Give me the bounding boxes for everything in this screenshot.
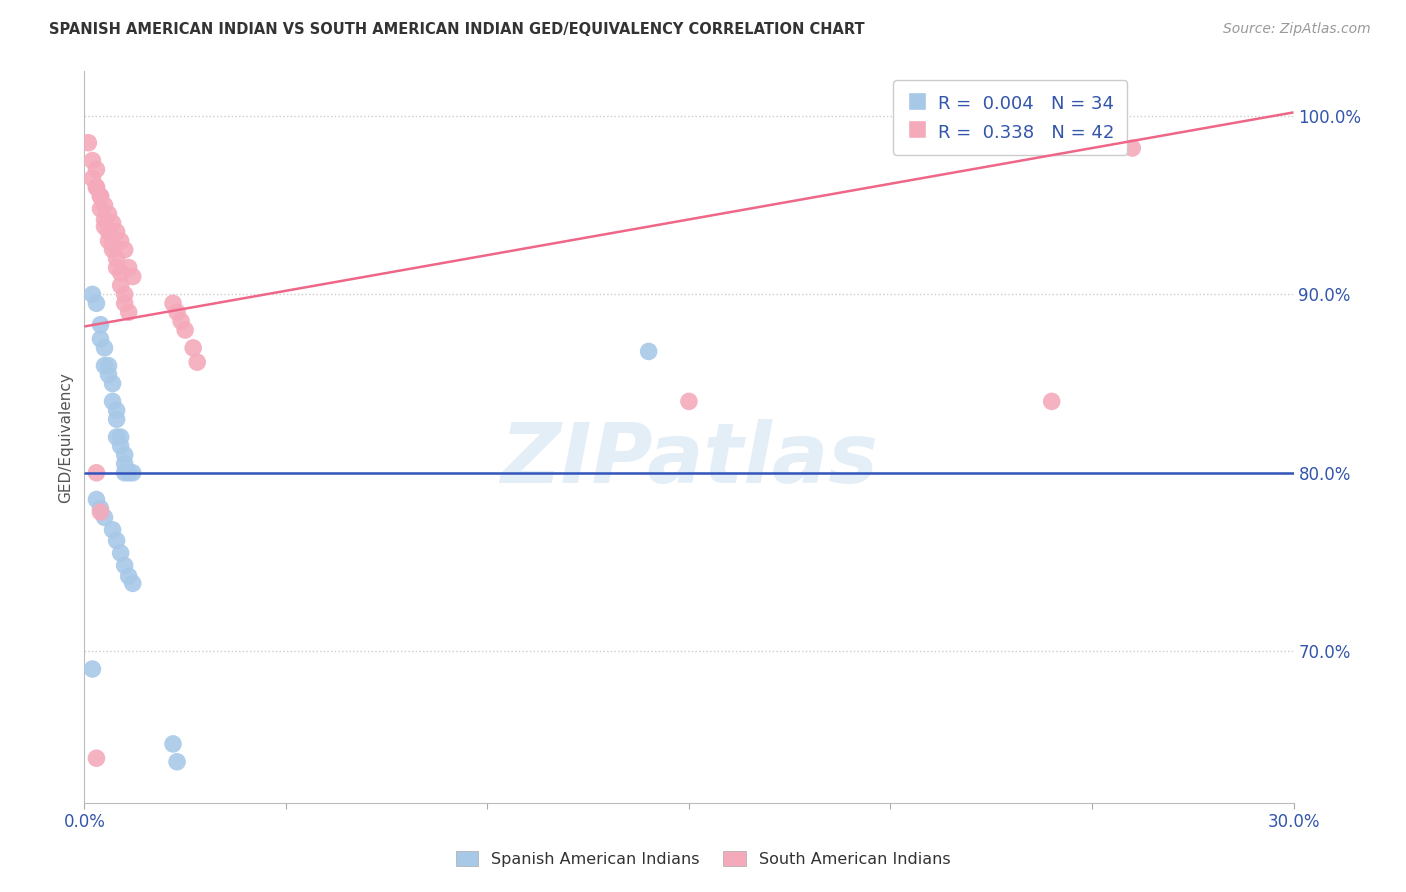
- Point: [86, 492, 108, 507]
- Point: [86, 180, 108, 194]
- Point: [118, 260, 141, 275]
- Point: [105, 403, 128, 417]
- Text: Source: ZipAtlas.com: Source: ZipAtlas.com: [1223, 22, 1371, 37]
- Point: [101, 216, 124, 230]
- Point: [101, 376, 124, 391]
- Legend: R =  0.004   N = 34, R =  0.338   N = 42: R = 0.004 N = 34, R = 0.338 N = 42: [893, 80, 1128, 154]
- Point: [110, 278, 132, 293]
- Point: [105, 260, 128, 275]
- Point: [114, 466, 136, 480]
- Point: [93, 510, 115, 524]
- Point: [93, 219, 115, 234]
- Point: [1040, 394, 1063, 409]
- Point: [121, 466, 143, 480]
- Text: ZIPatlas: ZIPatlas: [501, 418, 877, 500]
- Point: [166, 755, 188, 769]
- Point: [105, 430, 128, 444]
- Point: [82, 287, 104, 301]
- Point: [101, 394, 124, 409]
- Point: [118, 305, 141, 319]
- Point: [678, 394, 700, 409]
- Point: [114, 243, 136, 257]
- Point: [89, 505, 111, 519]
- Point: [118, 466, 141, 480]
- Point: [105, 412, 128, 426]
- Point: [97, 225, 120, 239]
- Point: [86, 296, 108, 310]
- Point: [93, 359, 115, 373]
- Text: SPANISH AMERICAN INDIAN VS SOUTH AMERICAN INDIAN GED/EQUIVALENCY CORRELATION CHA: SPANISH AMERICAN INDIAN VS SOUTH AMERICA…: [49, 22, 865, 37]
- Point: [97, 359, 120, 373]
- Point: [110, 266, 132, 280]
- Point: [89, 318, 111, 332]
- Point: [114, 457, 136, 471]
- Point: [86, 466, 108, 480]
- Point: [114, 448, 136, 462]
- Point: [637, 344, 659, 359]
- Point: [166, 305, 188, 319]
- Point: [118, 569, 141, 583]
- Point: [186, 355, 208, 369]
- Point: [101, 243, 124, 257]
- Point: [89, 202, 111, 216]
- Point: [86, 162, 108, 177]
- Point: [82, 153, 104, 168]
- Point: [101, 237, 124, 252]
- Point: [1121, 141, 1143, 155]
- Point: [110, 430, 132, 444]
- Point: [89, 501, 111, 516]
- Point: [97, 207, 120, 221]
- Legend: Spanish American Indians, South American Indians: Spanish American Indians, South American…: [449, 843, 957, 875]
- Point: [89, 189, 111, 203]
- Point: [110, 234, 132, 248]
- Point: [162, 296, 184, 310]
- Point: [162, 737, 184, 751]
- Point: [121, 576, 143, 591]
- Point: [174, 323, 197, 337]
- Point: [114, 296, 136, 310]
- Point: [105, 533, 128, 548]
- Point: [170, 314, 193, 328]
- Point: [105, 252, 128, 266]
- Point: [114, 287, 136, 301]
- Point: [110, 439, 132, 453]
- Point: [93, 212, 115, 227]
- Point: [110, 546, 132, 560]
- Point: [93, 341, 115, 355]
- Point: [93, 198, 115, 212]
- Point: [181, 341, 204, 355]
- Point: [121, 269, 143, 284]
- Point: [77, 136, 100, 150]
- Point: [86, 751, 108, 765]
- Point: [89, 189, 111, 203]
- Point: [114, 558, 136, 573]
- Point: [97, 234, 120, 248]
- Point: [101, 523, 124, 537]
- Y-axis label: GED/Equivalency: GED/Equivalency: [58, 372, 73, 502]
- Point: [97, 368, 120, 382]
- Point: [86, 180, 108, 194]
- Point: [89, 332, 111, 346]
- Point: [82, 171, 104, 186]
- Point: [82, 662, 104, 676]
- Point: [105, 225, 128, 239]
